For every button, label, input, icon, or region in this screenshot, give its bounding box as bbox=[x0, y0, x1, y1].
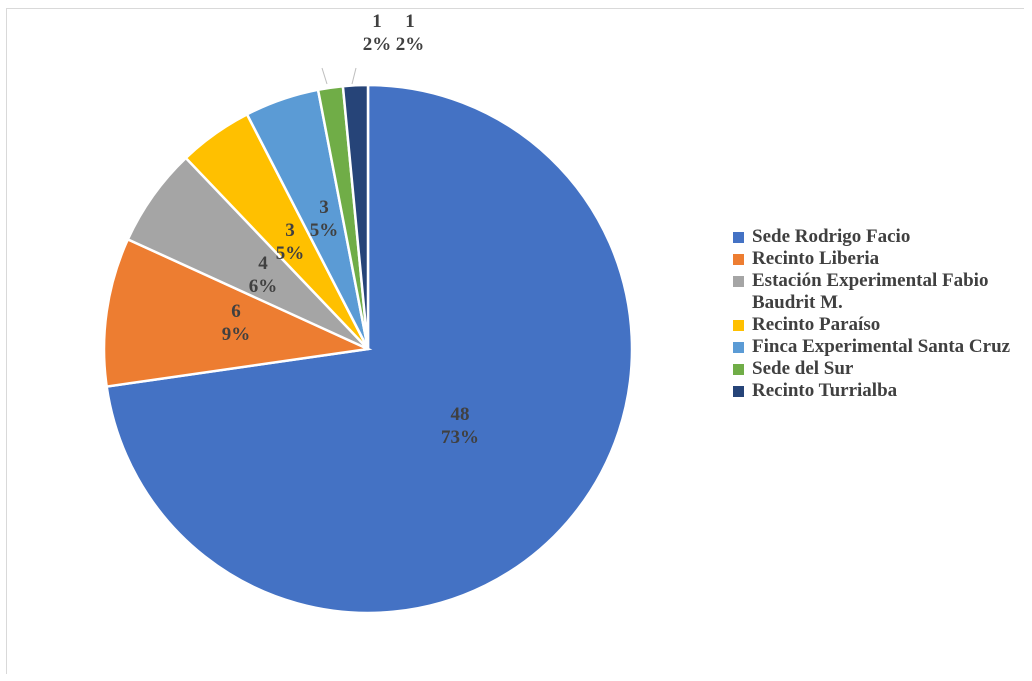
data-label-percent: 5% bbox=[276, 243, 305, 264]
leader-line bbox=[321, 67, 328, 85]
legend-item: Sede Rodrigo Facio bbox=[731, 226, 1031, 248]
data-label-percent: 73% bbox=[441, 427, 479, 448]
data-label-value: 1 bbox=[405, 11, 415, 32]
pie-slice-recinto-turrialba bbox=[341, 83, 370, 350]
legend-item: Finca Experimental Santa Cruz bbox=[731, 336, 1032, 358]
data-label-value: 6 bbox=[231, 301, 241, 322]
legend-item: Recinto Paraíso bbox=[731, 314, 1031, 336]
pie-slices bbox=[102, 83, 634, 615]
leader-lines bbox=[321, 67, 357, 85]
legend-label: Finca Experimental Santa Cruz bbox=[752, 336, 1011, 357]
data-label-percent: 5% bbox=[310, 220, 339, 241]
data-label-value: 48 bbox=[451, 404, 470, 425]
data-label-percent: 9% bbox=[222, 324, 251, 345]
legend-label: Recinto Paraíso bbox=[752, 314, 881, 335]
legend: Sede Rodrigo Facio Recinto Liberia Estació… bbox=[731, 226, 1031, 402]
data-label-percent: 2% bbox=[363, 34, 392, 55]
legend-swatch bbox=[733, 254, 744, 265]
legend-swatch bbox=[733, 320, 744, 331]
legend-label: Estación Experimental Fabio Baudrit M. bbox=[752, 270, 989, 313]
data-label-value: 1 bbox=[372, 11, 382, 32]
legend-swatch bbox=[733, 386, 744, 397]
data-label-percent: 2% bbox=[396, 34, 425, 55]
data-label-percent: 6% bbox=[249, 276, 278, 297]
legend-label: Sede del Sur bbox=[752, 358, 854, 379]
chart-frame bbox=[6, 8, 1024, 674]
legend-label: Recinto Liberia bbox=[752, 248, 880, 269]
legend-item: Sede del Sur bbox=[731, 358, 1031, 380]
data-label-value: 3 bbox=[285, 220, 295, 241]
legend-swatch bbox=[733, 232, 744, 243]
legend-label: Sede Rodrigo Facio bbox=[752, 226, 911, 247]
leader-line bbox=[351, 67, 357, 85]
data-label-value: 4 bbox=[258, 253, 268, 274]
legend-swatch bbox=[733, 364, 744, 375]
legend-label: Recinto Turrialba bbox=[752, 380, 898, 401]
legend-item: Estación Experimental Fabio Baudrit M. bbox=[731, 270, 1002, 314]
legend-swatch bbox=[733, 276, 744, 287]
legend-swatch bbox=[733, 342, 744, 353]
pie-slice-recinto-liberia bbox=[102, 237, 373, 388]
legend-item: Recinto Liberia bbox=[731, 248, 1031, 270]
legend-item: Recinto Turrialba bbox=[731, 380, 1031, 402]
data-label-value: 3 bbox=[319, 197, 329, 218]
